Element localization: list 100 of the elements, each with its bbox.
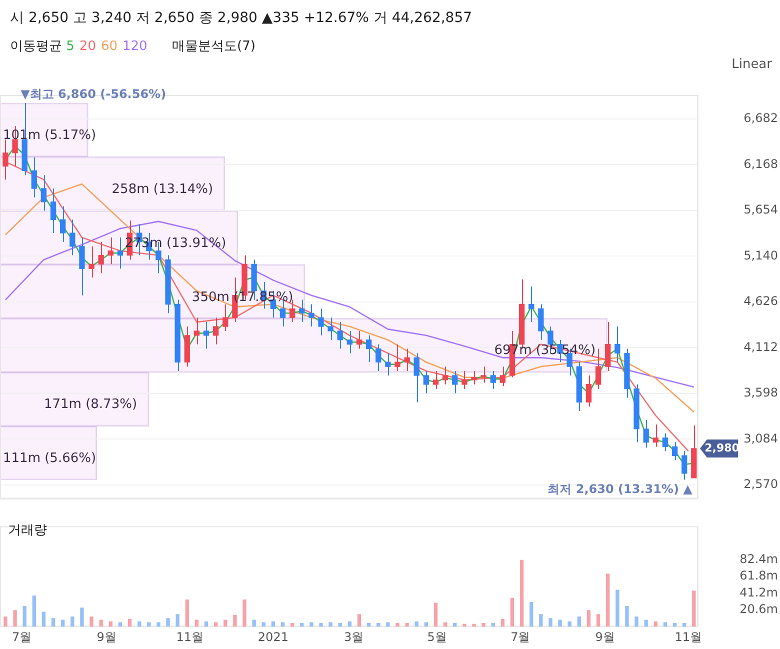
y-tick-label: 6,682	[744, 110, 778, 125]
x-tick-label: 11월	[176, 630, 204, 644]
bar	[682, 623, 686, 627]
bar	[51, 618, 56, 627]
bar	[539, 614, 543, 627]
x-tick-label: 5월	[427, 630, 447, 644]
bar	[482, 623, 486, 627]
bar	[405, 623, 409, 627]
bar	[424, 622, 428, 627]
bar	[510, 598, 514, 627]
y-tick-label: 82.4m	[740, 552, 778, 566]
bar	[290, 623, 294, 627]
bar	[328, 622, 332, 627]
bar	[491, 623, 495, 627]
bar	[520, 560, 524, 627]
bar	[224, 620, 228, 627]
chart-title: 매물분석도(7)	[172, 38, 256, 55]
y-tick-label: 20.6m	[740, 602, 778, 616]
bar	[90, 616, 94, 627]
bar	[338, 623, 342, 627]
bar	[176, 614, 180, 627]
candlestick	[480, 366, 486, 384]
bar	[137, 621, 142, 627]
bar	[32, 596, 36, 627]
bar	[672, 623, 677, 627]
bar	[366, 623, 371, 627]
y-tick-label: 5,654	[744, 202, 778, 217]
y-tick-label: 3,598	[744, 386, 778, 400]
bar	[166, 618, 170, 627]
bar	[443, 622, 448, 627]
text: 2,980	[704, 441, 740, 454]
bar	[300, 623, 304, 627]
bar	[586, 610, 591, 627]
annotation: ▼최고 6,860 (-56.56%)	[20, 87, 166, 102]
bar	[568, 621, 572, 627]
bar	[242, 600, 246, 627]
bar	[280, 622, 285, 627]
y-tick-label: 3,084	[744, 431, 778, 446]
bar	[414, 621, 418, 627]
bar	[42, 612, 46, 627]
bar	[616, 590, 620, 627]
bar	[118, 622, 122, 627]
bar	[692, 590, 696, 627]
bar	[596, 614, 600, 627]
bar	[310, 622, 314, 627]
bar	[233, 614, 237, 627]
bar	[156, 622, 160, 627]
bar	[625, 606, 629, 627]
bar	[319, 623, 323, 627]
bar	[644, 620, 648, 627]
x-tick-label: 3월	[344, 630, 364, 644]
bar	[396, 623, 400, 627]
text: 120	[122, 39, 148, 54]
bar	[214, 622, 218, 627]
x-tick-label: 7월	[12, 630, 32, 644]
text: 60	[100, 39, 118, 54]
bar	[99, 620, 103, 627]
x-tick-label: 7월	[510, 630, 530, 644]
bar	[22, 606, 26, 627]
y-tick-label: 6,168	[744, 156, 778, 171]
y-tick-label: 2,570	[744, 477, 778, 492]
bar	[4, 616, 8, 627]
y-tick-label: 5,140	[744, 248, 778, 262]
bar	[61, 620, 65, 627]
bar	[376, 623, 380, 627]
bar	[147, 622, 151, 627]
bar	[128, 618, 132, 627]
x-tick-label: 9월	[595, 630, 615, 644]
bar	[577, 616, 581, 627]
bar	[252, 620, 256, 627]
bar	[386, 622, 390, 627]
bar	[185, 600, 189, 627]
text: 20	[79, 39, 96, 54]
chart-title: 시 2,650 고 3,240 저 2,650 종 2,980 ▲335 +12.67% 거 44,262,857	[10, 9, 472, 27]
y-tick-label: 61.8m	[740, 568, 778, 583]
bar	[530, 602, 534, 627]
legend-title: 이동평균	[10, 39, 63, 54]
text: 5	[66, 39, 74, 54]
bar	[70, 616, 74, 627]
bar	[348, 621, 352, 627]
bar	[194, 620, 199, 627]
y-tick-label: 41.2m	[740, 585, 778, 600]
text: Linear	[732, 57, 772, 72]
x-tick-label: 11월	[674, 630, 702, 644]
candlestick	[471, 370, 477, 385]
bar	[462, 624, 466, 627]
bar	[606, 574, 610, 627]
bar	[271, 621, 276, 627]
x-tick-label: 9월	[96, 630, 116, 644]
chart-title: 거래량	[8, 522, 47, 539]
bar	[357, 614, 362, 627]
annotation: 최저 2,630 (13.31%) ▲	[548, 482, 694, 496]
bar	[80, 608, 84, 627]
y-tick-label: 4,626	[744, 294, 778, 308]
bar	[654, 621, 658, 627]
bar	[13, 610, 17, 627]
bar	[262, 622, 266, 627]
bar	[634, 616, 638, 627]
bar	[108, 621, 112, 627]
y-tick-label: 4,112	[744, 340, 778, 354]
